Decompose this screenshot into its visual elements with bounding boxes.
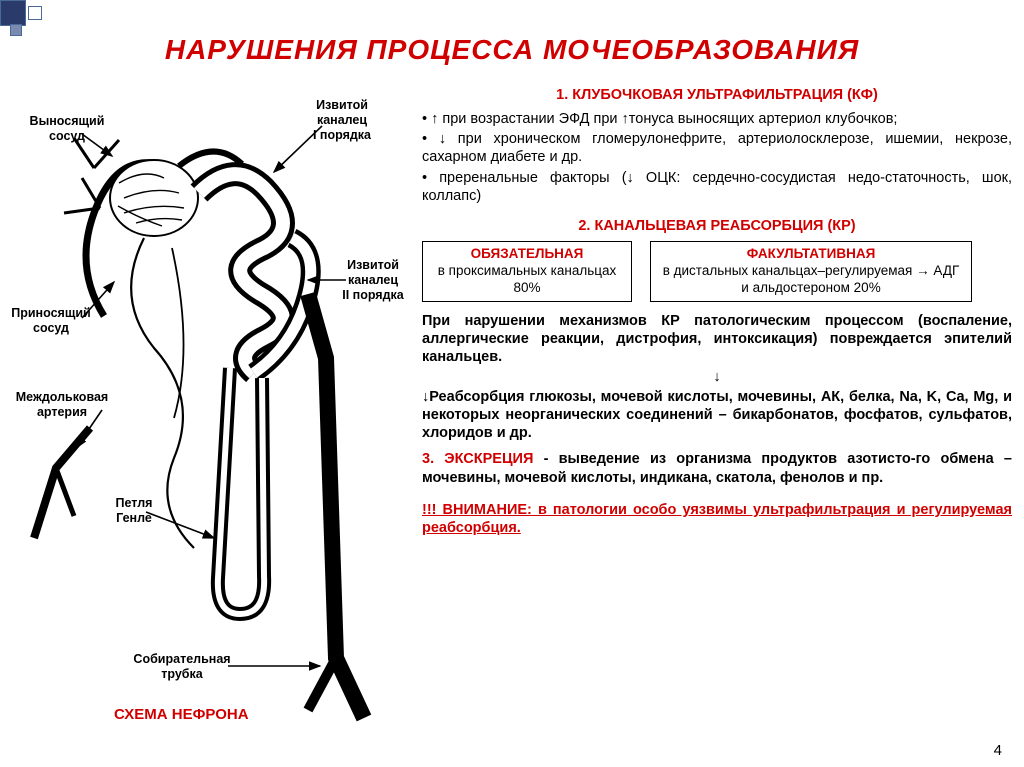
page-number: 4 — [994, 742, 1002, 759]
content-panel: 1. КЛУБОЧКОВАЯ УЛЬТРАФИЛЬТРАЦИЯ (КФ) • п… — [422, 86, 1012, 545]
sec1-bullet3: • преренальные факторы ( ОЦК: сердечно-с… — [422, 169, 1012, 205]
label-tubule2: ИзвитойканалецII порядка — [334, 258, 412, 303]
sec1-bullet1: • при возрастании ЭФД при тонуса выносящ… — [422, 110, 1012, 128]
label-henle: ПетляГенле — [104, 496, 164, 526]
arrow-up-icon — [622, 111, 629, 127]
kr-box-row: ОБЯЗАТЕЛЬНАЯ в проксимальных канальцах 8… — [422, 241, 1012, 302]
kr-box-obligatory: ОБЯЗАТЕЛЬНАЯ в проксимальных канальцах 8… — [422, 241, 632, 302]
label-tubule1: ИзвитойканалецI порядка — [302, 98, 382, 143]
kr-box1-title: ОБЯЗАТЕЛЬНАЯ — [431, 246, 623, 263]
sec3-para: 3. ЭКСКРЕЦИЯ - выведение из организма пр… — [422, 450, 1012, 486]
sec1-bullet2: • при хроническом гломерулонефрите, арте… — [422, 130, 1012, 166]
kr-box2-body: в дистальных канальцах–регулируемая → АД… — [659, 263, 963, 297]
label-afferent: Приносящийсосуд — [4, 306, 98, 336]
sec3-label: 3. ЭКСКРЕЦИЯ — [422, 451, 533, 467]
kr-box-facultative: ФАКУЛЬТАТИВНАЯ в дистальных канальцах–ре… — [650, 241, 972, 302]
section2-heading: 2. КАНАЛЬЦЕВАЯ РЕАБСОРБЦИЯ (КР) — [422, 217, 1012, 235]
label-collecting: Собирательнаятрубка — [124, 652, 240, 682]
kr-box2-title: ФАКУЛЬТАТИВНАЯ — [659, 246, 963, 263]
sec2-arrow: ↓ — [422, 368, 1012, 386]
nephron-caption: СХЕМА НЕФРОНА — [114, 706, 249, 723]
arrow-down-icon — [627, 170, 634, 186]
arrow-down-icon — [439, 131, 446, 147]
sec2-para1: При нарушении механизмов КР патологическ… — [422, 312, 1012, 366]
label-efferent: Выносящийсосуд — [24, 114, 110, 144]
sec2-para2: Реабсорбция глюкозы, мочевой кислоты, мо… — [422, 388, 1012, 442]
kr-box1-body: в проксимальных канальцах 80% — [431, 263, 623, 297]
slide-title: НАРУШЕНИЯ ПРОЦЕССА МОЧЕОБРАЗОВАНИЯ — [0, 34, 1024, 66]
section1-heading: 1. КЛУБОЧКОВАЯ УЛЬТРАФИЛЬТРАЦИЯ (КФ) — [422, 86, 1012, 104]
warning-line: !!! ВНИМАНИЕ: в патологии особо уязвимы … — [422, 501, 1012, 537]
label-interlobular: Междольковаяартерия — [4, 390, 120, 420]
nephron-diagram: Выносящийсосуд ИзвитойканалецI порядка П… — [4, 98, 410, 738]
